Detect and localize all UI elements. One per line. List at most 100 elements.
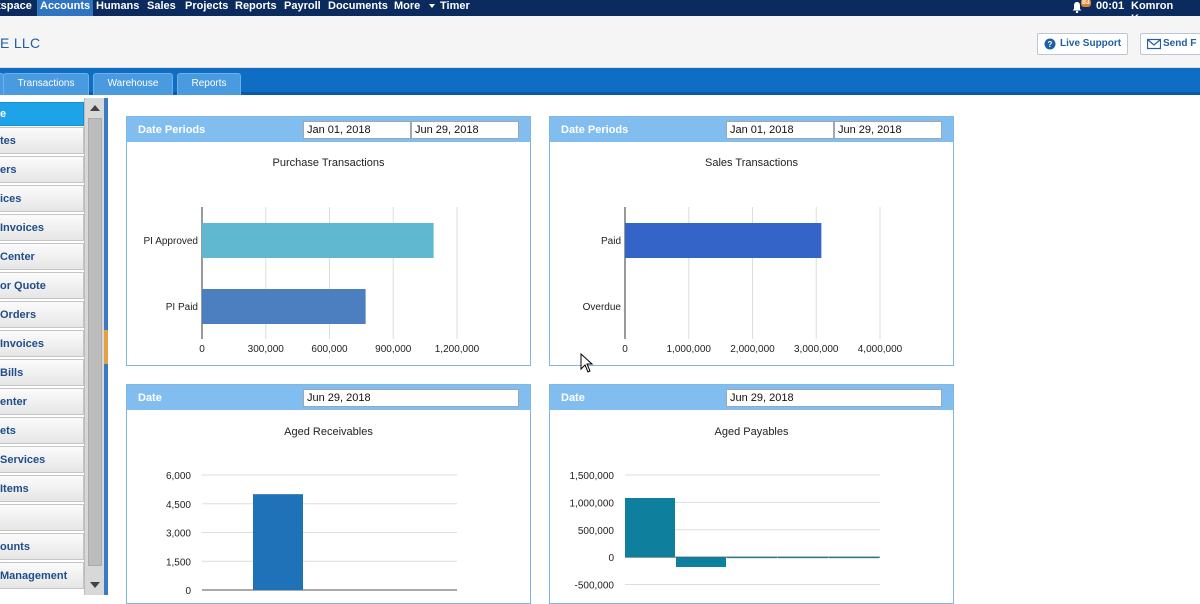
y-category-label: Paid — [601, 236, 621, 247]
sidebar-item-invoices[interactable]: ices — [0, 185, 84, 212]
sidebar-item-assets[interactable]: ets — [0, 417, 84, 444]
user-name[interactable]: Komron Kam — [1131, 0, 1174, 25]
bar — [829, 557, 879, 559]
date-from-input[interactable]: Jan 01, 2018 — [726, 121, 834, 139]
module-tab-bar: Transactions Warehouse Reports — [0, 68, 1200, 95]
sidebar-item-label: ices — [0, 193, 22, 205]
date-from-input[interactable]: Jan 01, 2018 — [303, 121, 411, 139]
sidebar-item-sales-center[interactable]: Center — [0, 243, 84, 270]
y-category-label: PI Paid — [166, 302, 198, 313]
aged-receivables-chart: 0 1,500 3,000 4,500 6,000 — [166, 471, 457, 595]
sidebar-item-vendor-quote[interactable]: or Quote — [0, 272, 84, 299]
sidebar-item-management[interactable]: Management — [0, 562, 84, 589]
bar — [253, 494, 303, 590]
y-tick-label: 0 — [608, 553, 614, 564]
nav-projects[interactable]: Projects — [185, 0, 229, 12]
scroll-down-arrow-icon[interactable] — [90, 582, 100, 588]
x-tick-label: 2,000,000 — [730, 344, 775, 355]
bar — [778, 557, 828, 559]
sidebar-item-purchase-invoices[interactable]: Invoices — [0, 330, 84, 357]
bar — [625, 223, 822, 258]
aged-payables-chart: -500,000 0 500,000 1,000,000 1,500,000 — [570, 471, 880, 592]
caret-down-icon — [429, 4, 436, 9]
live-support-button[interactable]: ? Live Support — [1037, 33, 1128, 55]
live-support-label: Live Support — [1060, 38, 1122, 49]
nav-reports[interactable]: Reports — [235, 0, 277, 12]
sidebar-item-label: Center — [0, 251, 35, 263]
sidebar-item-label: ets — [0, 425, 16, 437]
sidebar-menu: e tes ers ices Invoices Center or Quote … — [0, 98, 84, 595]
bell-icon[interactable] — [1071, 1, 1083, 13]
y-tick-label: 0 — [185, 586, 191, 595]
bar — [202, 223, 434, 258]
sidebar-item-label: ers — [0, 164, 17, 176]
sidebar-item-blank[interactable] — [0, 504, 84, 531]
top-navigation-bar: tspace Accounts Humans Sales Projects Re… — [0, 0, 1200, 25]
date-periods-label: Date Periods — [138, 124, 206, 136]
x-tick-label: 4,000,000 — [858, 344, 903, 355]
y-tick-label: 500,000 — [578, 526, 615, 537]
nav-more[interactable]: More — [391, 0, 438, 16]
date-input[interactable]: Jun 29, 2018 — [303, 389, 519, 407]
send-feedback-button[interactable]: Send F — [1140, 33, 1200, 55]
y-tick-label: 1,500 — [166, 557, 191, 568]
nav-documents[interactable]: Documents — [328, 0, 388, 12]
x-tick-label: 0 — [622, 344, 628, 355]
sidebar-item-purchase-orders[interactable]: Orders — [0, 301, 84, 328]
sidebar-item-label: Invoices — [0, 338, 45, 350]
sidebar-item-purchase-center[interactable]: enter — [0, 388, 84, 415]
sidebar-item-bills[interactable]: Bills — [0, 359, 84, 386]
nav-humans[interactable]: Humans — [96, 0, 140, 12]
x-tick-label: 1,000,000 — [667, 344, 712, 355]
help-circle-icon: ? — [1044, 38, 1056, 50]
purchase-transactions-chart: 0 300,000 600,000 900,000 1,200,000 PI Approv… — [144, 207, 480, 355]
nav-sales[interactable]: Sales — [147, 0, 176, 12]
x-tick-label: 1,200,000 — [435, 344, 480, 355]
aged-payables-panel: Date Jun 29, 2018 Aged Payables -500,000… — [549, 384, 954, 604]
splitter-handle[interactable] — [104, 330, 108, 364]
y-tick-label: 1,000,000 — [570, 498, 615, 509]
tab-warehouse[interactable]: Warehouse — [93, 73, 173, 95]
nav-accounts[interactable]: Accounts — [37, 0, 94, 16]
sidebar-scrollbar[interactable] — [84, 98, 104, 595]
panel-header: Date Jun 29, 2018 — [550, 385, 953, 410]
panel-header: Date Jun 29, 2018 — [127, 385, 530, 410]
sidebar-item-quotes[interactable]: tes — [0, 127, 84, 154]
sidebar-item-label: e — [0, 108, 7, 120]
sidebar-item-accounts[interactable]: ounts — [0, 533, 84, 560]
company-name: E LLC — [0, 35, 41, 51]
date-label: Date — [138, 392, 162, 404]
chart-title: Purchase Transactions — [272, 157, 385, 169]
sidebar-item-label: or Quote — [0, 280, 46, 292]
sidebar-item-orders[interactable]: ers — [0, 156, 84, 183]
bar — [625, 498, 675, 558]
date-to-input[interactable]: Jun 29, 2018 — [834, 121, 942, 139]
date-input[interactable]: Jun 29, 2018 — [726, 389, 942, 407]
chart-title: Aged Receivables — [284, 426, 373, 438]
x-tick-label: 600,000 — [311, 344, 348, 355]
panel-header: Date Periods Jan 01, 2018 Jun 29, 2018 — [550, 117, 953, 142]
date-to-input[interactable]: Jun 29, 2018 — [411, 121, 519, 139]
date-periods-label: Date Periods — [561, 124, 629, 136]
tab-transactions[interactable]: Transactions — [3, 73, 89, 95]
x-tick-label: 300,000 — [248, 344, 285, 355]
sidebar-item-label: tes — [0, 135, 16, 147]
y-tick-label: -500,000 — [575, 581, 615, 592]
sidebar-item-recurring-invoices[interactable]: Invoices — [0, 214, 84, 241]
nav-payroll[interactable]: Payroll — [284, 0, 321, 12]
scroll-up-arrow-icon[interactable] — [90, 105, 100, 111]
nav-more-label: More — [394, 0, 421, 12]
sidebar-item-home[interactable]: e — [0, 102, 84, 126]
sidebar-item-services[interactable]: Services — [0, 446, 84, 473]
company-header: E LLC ? Live Support Send F — [0, 16, 1200, 68]
sidebar-item-label: Items — [0, 483, 29, 495]
tab-reports[interactable]: Reports — [177, 73, 241, 95]
scrollbar-thumb[interactable] — [88, 118, 102, 566]
sidebar-item-items[interactable]: Items — [0, 475, 84, 502]
envelope-icon — [1147, 38, 1161, 50]
x-tick-label: 0 — [199, 344, 205, 355]
sidebar-item-label: enter — [0, 396, 27, 408]
nav-timer[interactable]: Timer — [440, 0, 470, 12]
nav-workspace[interactable]: tspace — [0, 0, 32, 12]
panel-splitter[interactable] — [104, 98, 108, 595]
